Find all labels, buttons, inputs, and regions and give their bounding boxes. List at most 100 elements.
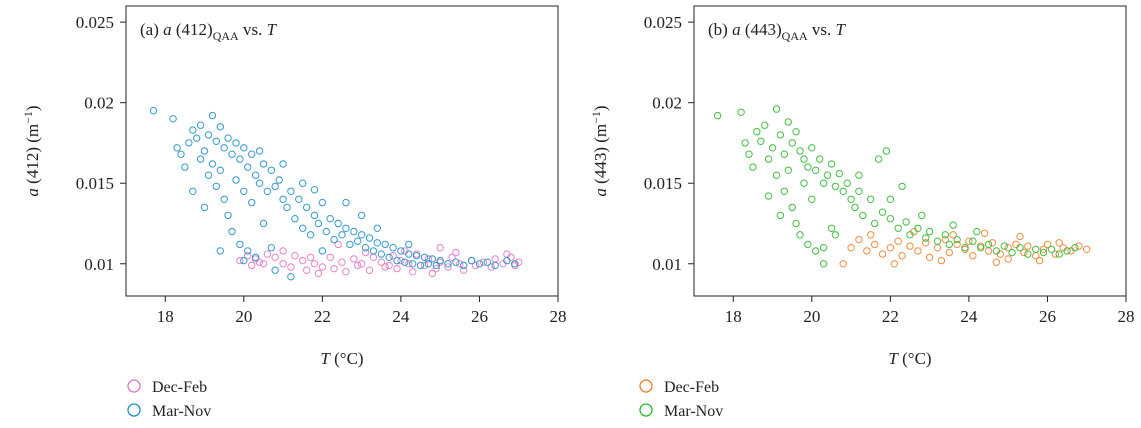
data-point-dec-feb bbox=[906, 242, 914, 250]
data-point-mar-nov bbox=[961, 244, 969, 252]
data-point-dec-feb bbox=[988, 239, 997, 247]
data-point-mar-nov bbox=[259, 219, 268, 228]
data-point-dec-feb bbox=[456, 260, 464, 268]
data-point-mar-nov bbox=[369, 247, 378, 255]
data-point-mar-nov bbox=[808, 195, 816, 204]
data-point-mar-nov bbox=[855, 171, 863, 179]
data-point-mar-nov bbox=[914, 224, 922, 233]
data-point-mar-nov bbox=[871, 219, 879, 228]
data-point-dec-feb bbox=[259, 260, 268, 268]
data-point-dec-feb bbox=[244, 252, 252, 260]
data-point-mar-nov bbox=[208, 160, 217, 168]
data-point-mar-nov bbox=[1000, 242, 1008, 250]
data-point-mar-nov bbox=[886, 195, 895, 204]
data-point-mar-nov bbox=[839, 187, 847, 196]
data-point-mar-nov bbox=[969, 237, 977, 245]
x-tick-label: 22 bbox=[882, 307, 899, 326]
data-point-mar-nov bbox=[827, 160, 836, 168]
y-tick-label: 0.015 bbox=[76, 174, 114, 193]
data-point-dec-feb bbox=[357, 260, 366, 268]
data-point-mar-nov bbox=[460, 261, 468, 270]
data-point-mar-nov bbox=[244, 163, 252, 171]
y-tick-label: 0.025 bbox=[644, 13, 682, 32]
data-point-mar-nov bbox=[412, 252, 421, 260]
x-tick-label: 22 bbox=[314, 307, 331, 326]
data-point-dec-feb bbox=[318, 263, 327, 271]
data-point-mar-nov bbox=[385, 253, 393, 262]
y-axis: 0.01 0.015 0.02 0.025 bbox=[76, 13, 126, 274]
data-point-dec-feb bbox=[925, 253, 934, 262]
data-point-mar-nov bbox=[902, 218, 910, 226]
data-point-mar-nov bbox=[196, 121, 205, 129]
data-point-mar-nov bbox=[737, 108, 745, 117]
data-point-mar-nov bbox=[1063, 247, 1071, 255]
data-point-mar-nov bbox=[255, 147, 264, 155]
data-point-mar-nov bbox=[808, 144, 816, 152]
data-point-mar-nov bbox=[196, 155, 205, 163]
data-point-dec-feb bbox=[922, 239, 930, 247]
data-point-dec-feb bbox=[369, 253, 378, 262]
data-point-mar-nov bbox=[819, 179, 828, 187]
data-point-mar-nov bbox=[342, 224, 350, 233]
data-point-dec-feb bbox=[914, 247, 922, 255]
data-point-mar-nov bbox=[788, 139, 796, 147]
data-point-mar-nov bbox=[882, 147, 891, 155]
data-point-mar-nov bbox=[287, 273, 295, 281]
points-layer bbox=[149, 107, 523, 281]
data-point-mar-nov bbox=[373, 224, 382, 233]
data-point-mar-nov bbox=[283, 203, 291, 212]
data-point-mar-nov bbox=[772, 171, 781, 179]
data-point-mar-nov bbox=[992, 247, 1001, 255]
data-point-mar-nov bbox=[874, 155, 883, 163]
data-point-mar-nov bbox=[357, 211, 366, 220]
data-point-mar-nov bbox=[745, 150, 753, 158]
data-point-mar-nov bbox=[228, 227, 236, 236]
data-point-mar-nov bbox=[973, 227, 981, 236]
data-point-mar-nov bbox=[835, 169, 844, 178]
data-point-dec-feb bbox=[460, 266, 468, 274]
data-point-mar-nov bbox=[792, 219, 800, 228]
y-axis-label: a (443) (m−1) bbox=[589, 105, 610, 196]
data-point-dec-feb bbox=[365, 266, 374, 274]
data-point-dec-feb bbox=[1016, 232, 1024, 241]
y-tick-label: 0.02 bbox=[84, 94, 114, 113]
y-axis-label: a (412) (m−1) bbox=[21, 105, 42, 196]
data-point-mar-nov bbox=[212, 137, 221, 146]
y-tick-label: 0.01 bbox=[652, 255, 682, 274]
legend: Dec-Feb Mar-Nov bbox=[127, 379, 211, 420]
data-point-mar-nov bbox=[444, 260, 452, 268]
legend: Dec-Feb Mar-Nov bbox=[639, 379, 723, 420]
data-point-dec-feb bbox=[310, 260, 319, 268]
data-point-mar-nov bbox=[933, 237, 942, 245]
data-point-mar-nov bbox=[432, 261, 440, 270]
data-point-mar-nov bbox=[483, 258, 491, 266]
data-point-mar-nov bbox=[757, 137, 765, 146]
data-point-mar-nov bbox=[761, 121, 769, 129]
data-point-dec-feb bbox=[385, 261, 393, 270]
data-point-mar-nov bbox=[193, 134, 201, 142]
data-point-dec-feb bbox=[890, 260, 899, 268]
data-point-mar-nov bbox=[713, 111, 722, 120]
data-point-dec-feb bbox=[405, 260, 413, 268]
data-point-mar-nov bbox=[299, 179, 307, 187]
data-point-mar-nov bbox=[823, 171, 832, 179]
data-point-mar-nov bbox=[1024, 250, 1032, 258]
data-point-mar-nov bbox=[295, 195, 303, 204]
data-point-dec-feb bbox=[314, 269, 323, 278]
data-point-dec-feb bbox=[1004, 244, 1012, 252]
data-point-mar-nov bbox=[244, 247, 252, 255]
data-point-mar-nov bbox=[208, 111, 217, 120]
data-point-dec-feb bbox=[1075, 242, 1083, 250]
data-point-mar-nov bbox=[800, 155, 808, 163]
data-point-mar-nov bbox=[200, 147, 209, 155]
data-point-dec-feb bbox=[303, 266, 311, 274]
data-point-mar-nov bbox=[503, 256, 511, 265]
x-tick-label: 18 bbox=[725, 307, 742, 326]
data-point-mar-nov bbox=[941, 231, 950, 239]
x-tick-label: 18 bbox=[157, 307, 174, 326]
data-point-mar-nov bbox=[287, 187, 295, 196]
data-point-mar-nov bbox=[784, 118, 793, 126]
data-point-dec-feb bbox=[448, 253, 456, 262]
data-point-mar-nov bbox=[945, 240, 954, 249]
data-point-mar-nov bbox=[216, 166, 225, 175]
